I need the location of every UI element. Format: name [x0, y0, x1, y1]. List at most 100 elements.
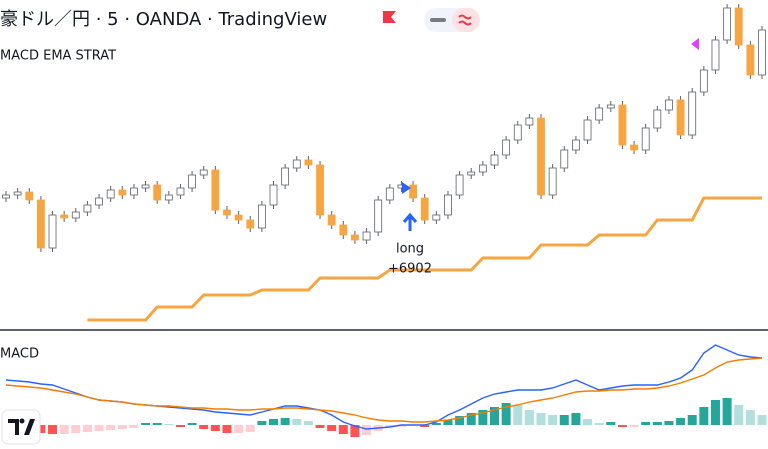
candle-body: [223, 209, 231, 216]
histogram-bar: [245, 425, 255, 432]
candle-body: [234, 214, 243, 221]
macd-title: MACD: [0, 347, 39, 362]
exit-marker: [691, 38, 699, 50]
strategy-title: MACD EMA STRAT: [0, 49, 116, 64]
histogram-bar: [745, 410, 755, 425]
candle-body: [606, 104, 615, 109]
candle-body: [572, 139, 580, 151]
histogram-bar: [559, 415, 569, 425]
candle-body: [537, 117, 545, 196]
candle-body: [269, 184, 278, 206]
candle-body: [432, 214, 441, 221]
candle-body: [327, 214, 336, 226]
candle-body: [304, 159, 313, 166]
histogram-bar: [606, 422, 616, 425]
histogram-bar: [350, 425, 360, 437]
histogram-bar: [757, 415, 767, 425]
histogram-bar: [583, 419, 593, 425]
candle-body: [746, 44, 755, 76]
candle-body: [734, 7, 743, 46]
candle-body: [95, 197, 103, 206]
histogram-bar: [536, 413, 546, 425]
histogram-bar: [141, 423, 151, 425]
histogram-bar: [71, 425, 81, 433]
histogram-bar: [187, 423, 197, 425]
histogram-bar: [466, 413, 476, 425]
candle-body: [444, 194, 452, 216]
histogram-bar: [129, 425, 139, 428]
approx-icon: [458, 14, 472, 26]
histogram-bar: [641, 422, 651, 425]
candle-body: [339, 224, 348, 236]
candle-body: [130, 187, 138, 196]
indicator-line: [87, 196, 762, 322]
histogram-bar: [36, 425, 46, 433]
candle-body: [374, 199, 383, 233]
histogram-bar: [106, 425, 116, 430]
candle-body: [176, 187, 185, 196]
candle-body: [711, 39, 720, 71]
histogram-bar: [315, 425, 325, 428]
histogram-bar: [117, 425, 127, 429]
logo-box[interactable]: [1, 409, 41, 445]
histogram-bar: [327, 425, 337, 431]
candle-body: [548, 167, 557, 196]
histogram-bar: [687, 415, 697, 425]
histogram-bar: [548, 415, 558, 425]
histogram-bar: [59, 425, 69, 434]
histogram-bar: [385, 425, 395, 427]
candle-body: [455, 174, 464, 196]
entry-marker: [402, 182, 411, 194]
candle-body: [502, 139, 511, 156]
candle-body: [153, 184, 162, 201]
histogram-bar: [234, 425, 244, 433]
candle-body: [409, 184, 417, 199]
histogram-bar: [699, 407, 709, 425]
candle-body: [281, 167, 290, 186]
candle-body: [118, 189, 127, 196]
compare-pill-right: [452, 8, 480, 32]
histogram-bar: [664, 421, 674, 425]
histogram-bar: [443, 420, 453, 425]
candle-body: [316, 164, 324, 216]
histogram-bar: [617, 425, 627, 427]
histogram-bar: [734, 405, 744, 425]
histogram-bar: [652, 422, 662, 425]
candle-body: [36, 199, 45, 249]
candle-body: [2, 194, 10, 199]
flag-icon[interactable]: [383, 11, 396, 23]
candle-body: [723, 7, 732, 41]
histogram-bar: [303, 421, 313, 425]
trade-label: long: [396, 242, 424, 257]
histogram-bar: [222, 425, 232, 433]
candle-body: [188, 174, 196, 189]
histogram-bar: [362, 425, 372, 435]
candle-body: [13, 191, 22, 196]
histogram-bar: [280, 418, 290, 425]
indicator-line: [5, 357, 763, 423]
symbol-line: 豪ドル／円 · 5 · OANDA · TradingView: [0, 9, 327, 30]
candle-body: [665, 99, 673, 111]
candle-body: [525, 117, 534, 126]
candle-body: [467, 171, 476, 176]
candle-body: [490, 154, 499, 166]
histogram-bar: [82, 425, 92, 432]
histogram-bar: [257, 421, 267, 425]
histogram-bar: [501, 403, 511, 425]
candle-body: [385, 187, 394, 201]
candle-body: [758, 29, 766, 76]
candle-body: [688, 91, 697, 136]
candle-body: [351, 234, 359, 241]
candle-body: [653, 109, 662, 129]
candle-body: [676, 99, 685, 136]
candle-body: [246, 219, 255, 229]
histogram-bar: [489, 407, 499, 425]
histogram-bar: [594, 423, 604, 425]
histogram-bar: [152, 423, 162, 425]
candle-body: [71, 211, 80, 219]
candle-body: [83, 204, 92, 213]
candle-body: [48, 214, 57, 249]
candle-body: [60, 214, 69, 219]
histogram-bar: [455, 416, 465, 425]
